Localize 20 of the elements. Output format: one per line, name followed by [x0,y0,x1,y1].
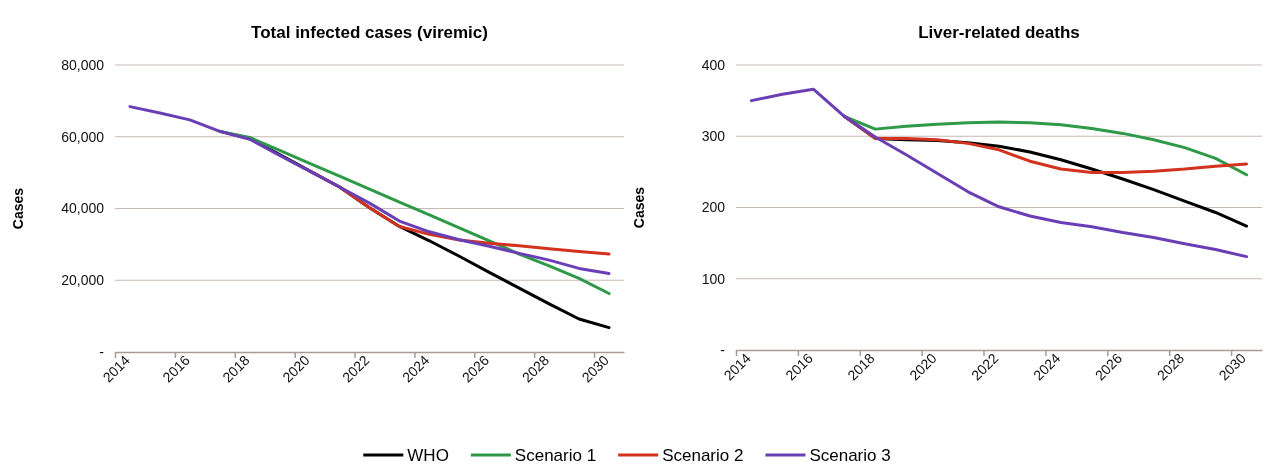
line-series [749,87,1249,259]
legend-label: WHO [407,446,449,465]
y-tick-label: 200 [701,199,726,216]
y-axis-title: Cases [10,187,26,230]
legend-label: Scenario 1 [514,446,597,465]
y-tick-label: 300 [701,128,726,145]
y-tick-label: - [99,343,105,360]
y-tick-label: 100 [701,270,726,287]
y-tick-label: 400 [701,56,726,73]
chart-title: Total infected cases (viremic) [251,23,488,42]
legend-label: Scenario 3 [809,446,891,465]
y-tick-label: - [720,341,726,358]
line-series [128,105,611,275]
y-axis-title: Cases [631,186,647,229]
y-tick-label: 40,000 [61,200,105,217]
legend-label: Scenario 2 [662,446,744,465]
y-tick-label: 60,000 [61,128,105,145]
chart-title: Liver-related deaths [918,23,1080,42]
y-tick-label: 80,000 [61,56,105,73]
y-tick-label: 20,000 [61,272,105,289]
